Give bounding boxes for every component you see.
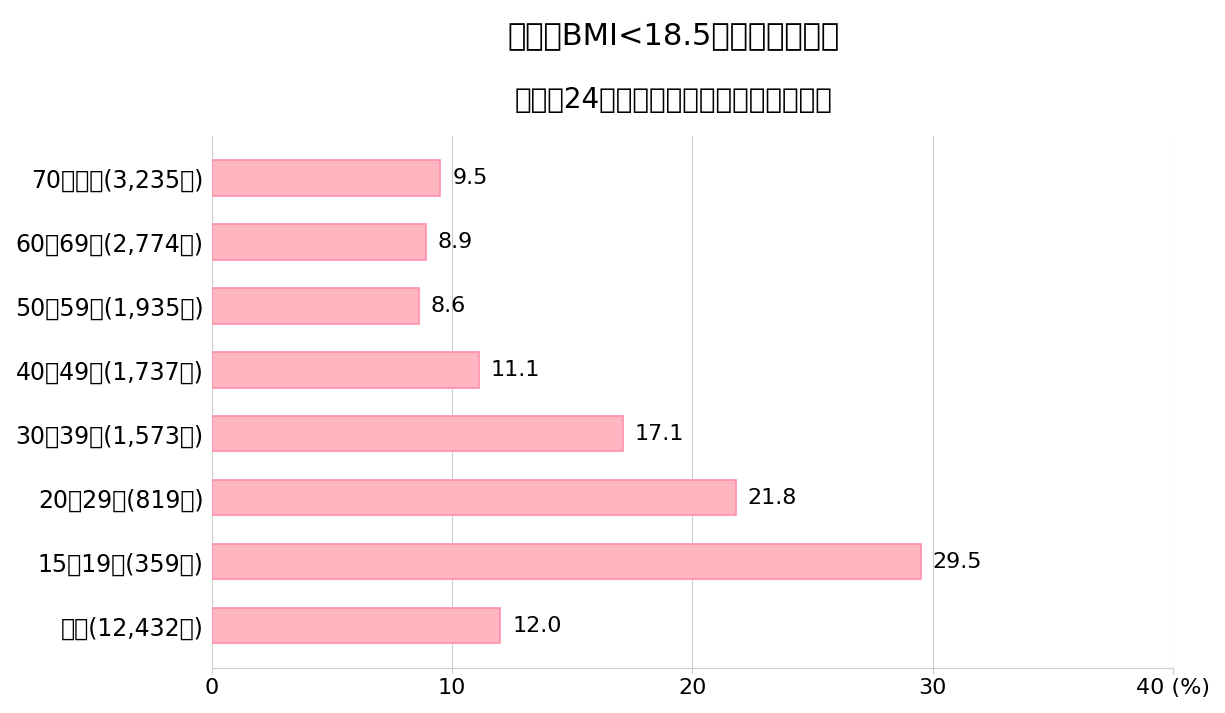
Bar bbox=[212, 225, 426, 260]
Text: 17.1: 17.1 bbox=[635, 424, 685, 444]
Text: 8.6: 8.6 bbox=[431, 296, 466, 316]
Bar bbox=[212, 608, 500, 643]
Bar bbox=[212, 288, 419, 324]
Text: 8.9: 8.9 bbox=[437, 232, 473, 252]
Text: 12.0: 12.0 bbox=[512, 616, 562, 636]
Text: 11.1: 11.1 bbox=[491, 360, 540, 380]
Bar bbox=[212, 416, 622, 451]
Bar bbox=[212, 352, 479, 387]
Bar bbox=[212, 481, 736, 515]
Text: 21.8: 21.8 bbox=[747, 488, 797, 508]
Bar bbox=[212, 160, 440, 195]
Text: 9.5: 9.5 bbox=[452, 168, 488, 188]
Bar bbox=[212, 544, 921, 580]
Text: 29.5: 29.5 bbox=[932, 552, 982, 572]
Text: やせ（BMI<18.5）の女性の割合: やせ（BMI<18.5）の女性の割合 bbox=[507, 21, 840, 51]
Text: ～平成24年　国民健康・栄養調査より～: ～平成24年 国民健康・栄養調査より～ bbox=[514, 86, 833, 113]
